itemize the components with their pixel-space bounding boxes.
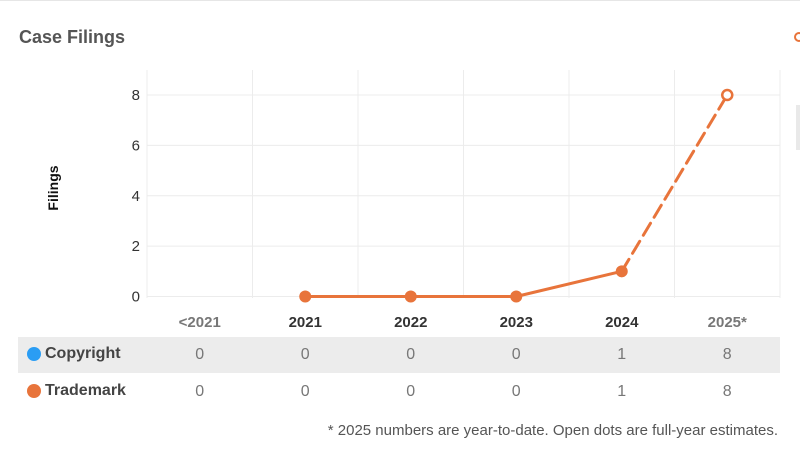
data-point[interactable] <box>404 290 417 303</box>
y-axis-ticks: 0 2 4 6 8 <box>132 87 140 306</box>
x-tick-label: 2023 <box>500 314 533 331</box>
series-line-segment <box>620 93 729 273</box>
top-divider <box>0 0 800 1</box>
table-cell: 0 <box>511 383 521 400</box>
y-tick-label: 0 <box>132 289 140 306</box>
series-lines <box>303 93 729 298</box>
table-cell: 1 <box>617 383 627 400</box>
data-point[interactable] <box>615 265 628 278</box>
x-axis-ticks: <2021 2021 2022 2023 2024 2025* <box>179 314 747 331</box>
table-cell: 0 <box>195 346 205 363</box>
series-name: Trademark <box>45 382 126 399</box>
series-marker-icon <box>27 384 41 398</box>
table-cell: 0 <box>406 383 416 400</box>
x-tick-label: <2021 <box>179 314 221 331</box>
table-cell: 8 <box>722 383 732 400</box>
x-tick-label: 2025* <box>708 314 747 331</box>
data-point[interactable] <box>721 88 734 102</box>
offscreen-dot-icon <box>794 32 800 42</box>
offscreen-panel-edge <box>796 105 800 150</box>
y-tick-label: 8 <box>132 87 140 104</box>
legend-row-copyright[interactable]: Copyright 0 0 0 0 1 8 <box>18 337 780 373</box>
line-chart: 0 2 4 6 8 Filings <2021 2021 2022 2023 2024 2025* <box>45 70 781 331</box>
chart-grid <box>146 70 781 298</box>
footnote: * 2025 numbers are year-to-date. Open do… <box>327 422 778 439</box>
table-cell: 0 <box>511 346 521 363</box>
y-tick-label: 6 <box>132 137 140 154</box>
table-cell: 0 <box>406 346 416 363</box>
y-tick-label: 4 <box>132 188 140 205</box>
data-point[interactable] <box>510 290 523 303</box>
series-marker-icon <box>27 347 41 361</box>
x-tick-label: 2022 <box>394 314 427 331</box>
table-cell: 0 <box>300 383 310 400</box>
data-point[interactable] <box>299 290 312 303</box>
y-tick-label: 2 <box>132 238 140 255</box>
series-name: Copyright <box>45 345 121 362</box>
page-title: Case Filings <box>19 27 126 47</box>
series-points <box>299 88 734 303</box>
table-cell: 1 <box>617 346 627 363</box>
table-cell: 0 <box>300 346 310 363</box>
legend-row-trademark[interactable]: Trademark 0 0 0 0 1 8 <box>18 374 780 410</box>
table-cell: 8 <box>722 346 732 363</box>
x-tick-label: 2021 <box>289 314 322 331</box>
y-axis-label: Filings <box>45 165 61 210</box>
table-cell: 0 <box>195 383 205 400</box>
x-tick-label: 2024 <box>605 314 639 331</box>
series-line-segment <box>514 269 624 298</box>
